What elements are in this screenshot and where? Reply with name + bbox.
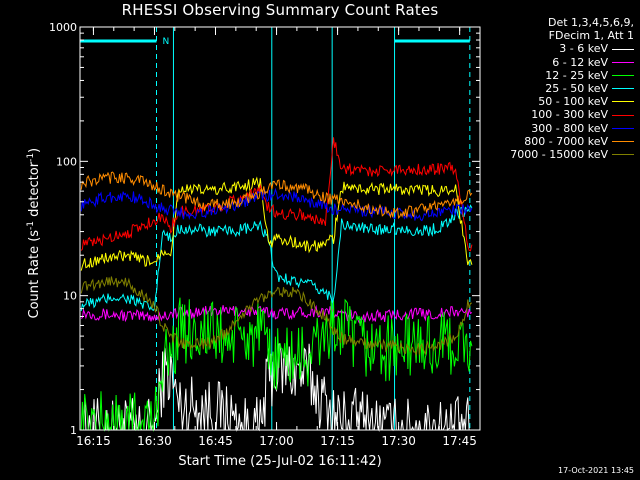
axes-frame [79, 26, 481, 431]
x-tick-label: 17:00 [259, 434, 294, 448]
legend-entry-label: 800 - 7000 keV [524, 134, 608, 148]
series-100-300-kev [80, 137, 473, 252]
legend-swatch [612, 74, 634, 76]
y-tick-label: 100 [56, 155, 77, 168]
series-300-800-kev [80, 187, 473, 222]
series-6-12-kev [80, 304, 473, 324]
legend-swatch [612, 88, 634, 90]
legend-entry-label: 100 - 300 keV [531, 108, 608, 122]
x-tick-label: 16:30 [137, 434, 172, 448]
legend-entry-label: 7000 - 15000 keV [510, 148, 608, 162]
y-tick-label: 1 [70, 424, 77, 437]
series-7000-15000-kev [80, 276, 472, 357]
legend-entries: 3 - 6 keV 6 - 12 keV 12 - 25 keV 25 - 50 ke… [474, 42, 634, 161]
x-axis-label: Start Time (25-Jul-02 16:11:42) [178, 454, 382, 469]
legend-entry-label: 50 - 100 keV [538, 95, 608, 109]
legend-entry-label: 300 - 800 keV [531, 121, 608, 135]
legend-entry: 12 - 25 keV [474, 69, 634, 82]
series-12-25-kev [80, 297, 473, 432]
timestamp-footer: 17-Oct-2021 13:45 [558, 466, 634, 475]
legend-swatch [612, 61, 634, 63]
legend-swatch [612, 140, 634, 142]
legend-swatch [612, 114, 634, 116]
x-tick-label: 17:45 [442, 434, 477, 448]
y-tick-label: 10 [63, 290, 77, 303]
legend-entry: 50 - 100 keV [474, 95, 634, 108]
legend-entry: 100 - 300 keV [474, 108, 634, 121]
x-tick-label: 16:15 [76, 434, 111, 448]
legend-entry-label: 3 - 6 keV [559, 42, 608, 56]
legend-swatch [612, 101, 634, 103]
x-tick-label: 17:15 [320, 434, 355, 448]
series-50-100-kev [80, 176, 473, 271]
legend-entry-label: 25 - 50 keV [545, 82, 608, 96]
chart-title: RHESSI Observing Summary Count Rates [121, 1, 439, 19]
legend-entry-label: 6 - 12 keV [552, 55, 608, 69]
series-800-7000-kev [80, 171, 473, 220]
legend-entry: 300 - 800 keV [474, 122, 634, 135]
x-tick-label: 17:30 [381, 434, 416, 448]
legend-swatch [612, 127, 634, 129]
legend-entry: 6 - 12 keV [474, 56, 634, 69]
legend-entry: 3 - 6 keV [474, 42, 634, 55]
legend: Det 1,3,4,5,6,9, FDecim 1, Att 1 3 - 6 k… [474, 16, 634, 161]
x-tick-label: 16:45 [198, 434, 233, 448]
y-tick-label: 1000 [49, 21, 77, 34]
legend-entry: 800 - 7000 keV [474, 135, 634, 148]
legend-swatch [612, 48, 634, 50]
legend-entry: 25 - 50 keV [474, 82, 634, 95]
legend-entry-label: 12 - 25 keV [545, 68, 608, 82]
legend-header-line-1: Det 1,3,4,5,6,9, [547, 16, 634, 29]
legend-entry: 7000 - 15000 keV [474, 148, 634, 161]
legend-swatch [612, 154, 634, 156]
night-marker-label: N [163, 37, 170, 47]
series-25-50-kev [80, 204, 473, 312]
legend-header-line-2: FDecim 1, Att 1 [548, 29, 634, 43]
